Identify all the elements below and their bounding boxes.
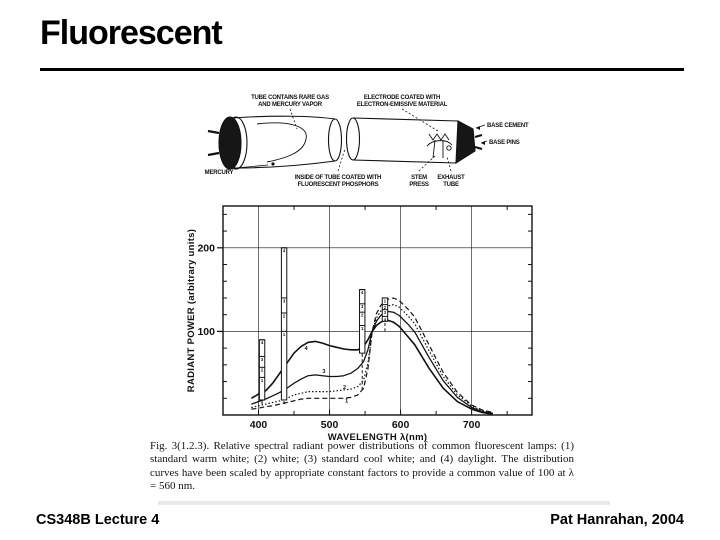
curve-label-1: 1	[345, 398, 348, 404]
x-tick-label: 700	[463, 419, 481, 431]
lamp-label-stem_press: PRESS	[409, 182, 429, 188]
page-title: Fluorescent	[40, 14, 223, 52]
lamp-label-exhaust_tube: EXHAUST	[437, 175, 465, 181]
segment-label: 1	[384, 298, 387, 303]
lamp-label-mercury: MERCURY	[205, 170, 234, 176]
spd-curve-1	[251, 297, 494, 414]
segment-label: 3	[283, 298, 286, 303]
arrowhead	[476, 126, 480, 130]
x-axis-title: WAVELENGTH λ(nm)	[328, 432, 428, 442]
x-tick-label: 500	[321, 419, 339, 431]
footer-author-label: Pat Hanrahan, 2004	[550, 512, 684, 528]
lamp-label-electrode: ELECTRON-EMISSIVE MATERIAL	[357, 102, 448, 108]
segment-label: 3	[261, 357, 264, 362]
lamp-label-electrode: ELECTRODE COATED WITH	[364, 95, 440, 101]
segment-label: 1	[261, 378, 264, 383]
segment-label: 2	[261, 368, 264, 373]
segment-label: 4	[384, 317, 387, 322]
tube-cut-end-left	[327, 118, 343, 162]
segment-label: 2	[283, 313, 286, 318]
segment-label: 4	[283, 248, 286, 253]
lamp-label-phosphor: FLUORESCENT PHOSPHORS	[298, 182, 379, 188]
lamp-label-stem_press: STEM	[411, 175, 427, 181]
electrode-mount	[426, 140, 453, 147]
segment-label: 3	[384, 310, 387, 315]
mercury-droplet	[271, 162, 275, 166]
footer-course-label: CS348B Lecture 4	[36, 512, 160, 528]
lamp-pin	[207, 129, 220, 135]
mercury-line-bar	[280, 247, 288, 401]
leader-lines	[289, 108, 452, 172]
lamp-tube-drawing	[207, 115, 483, 170]
exhaust-tube-part	[446, 145, 452, 151]
lamp-label-tube_gas: TUBE CONTAINS RARE GAS	[251, 95, 329, 101]
x-tick-label: 600	[392, 419, 410, 431]
curve-label-2: 2	[343, 385, 346, 391]
segment-label: 2	[384, 305, 387, 310]
lamp-label-phosphor: INSIDE OF TUBE COATED WITH	[295, 175, 381, 181]
segment-label: 3	[361, 304, 364, 309]
y-axis-title: RADIANT POWER (arbitrary units)	[186, 229, 197, 392]
segment-label: 4	[361, 290, 364, 295]
segment-label: 1	[361, 326, 364, 331]
stem-press-part	[432, 139, 436, 159]
electrode-coil	[428, 133, 450, 141]
gas-region-outline	[256, 122, 307, 163]
tube-end-cap	[218, 116, 242, 170]
tube-cut-end-right	[345, 117, 361, 161]
x-tick-label: 400	[250, 419, 268, 431]
lamp-label-base_cement: BASE CEMENT	[487, 123, 529, 129]
lamp-label-base_pins: BASE PINS	[489, 140, 520, 146]
base-pin	[474, 146, 483, 150]
lamp-label-tube_gas: AND MERCURY VAPOR	[258, 102, 323, 108]
scan-edge-artifact	[158, 501, 610, 505]
segment-label: 2	[361, 313, 364, 318]
segment-label: 4	[261, 340, 264, 345]
lamp-base	[455, 120, 476, 165]
title-divider	[40, 68, 684, 71]
plot-frame	[222, 205, 533, 416]
lamp-label-exhaust_tube: TUBE	[443, 182, 459, 188]
mercury-line-bar	[359, 289, 366, 354]
pointer-lines	[235, 124, 488, 169]
base-pin	[474, 134, 483, 138]
curve-label-4: 4	[305, 346, 309, 352]
spd-curve-3	[251, 310, 493, 414]
curve-label-3: 3	[322, 369, 325, 375]
lamp-pin	[207, 151, 220, 157]
y-tick-label: 100	[197, 326, 215, 338]
segment-label: 1	[283, 332, 286, 337]
y-tick-label: 200	[197, 242, 215, 254]
figure-caption: Fig. 3(1.2.3). Relative spectral radiant…	[150, 440, 574, 493]
arrowhead	[481, 141, 485, 145]
